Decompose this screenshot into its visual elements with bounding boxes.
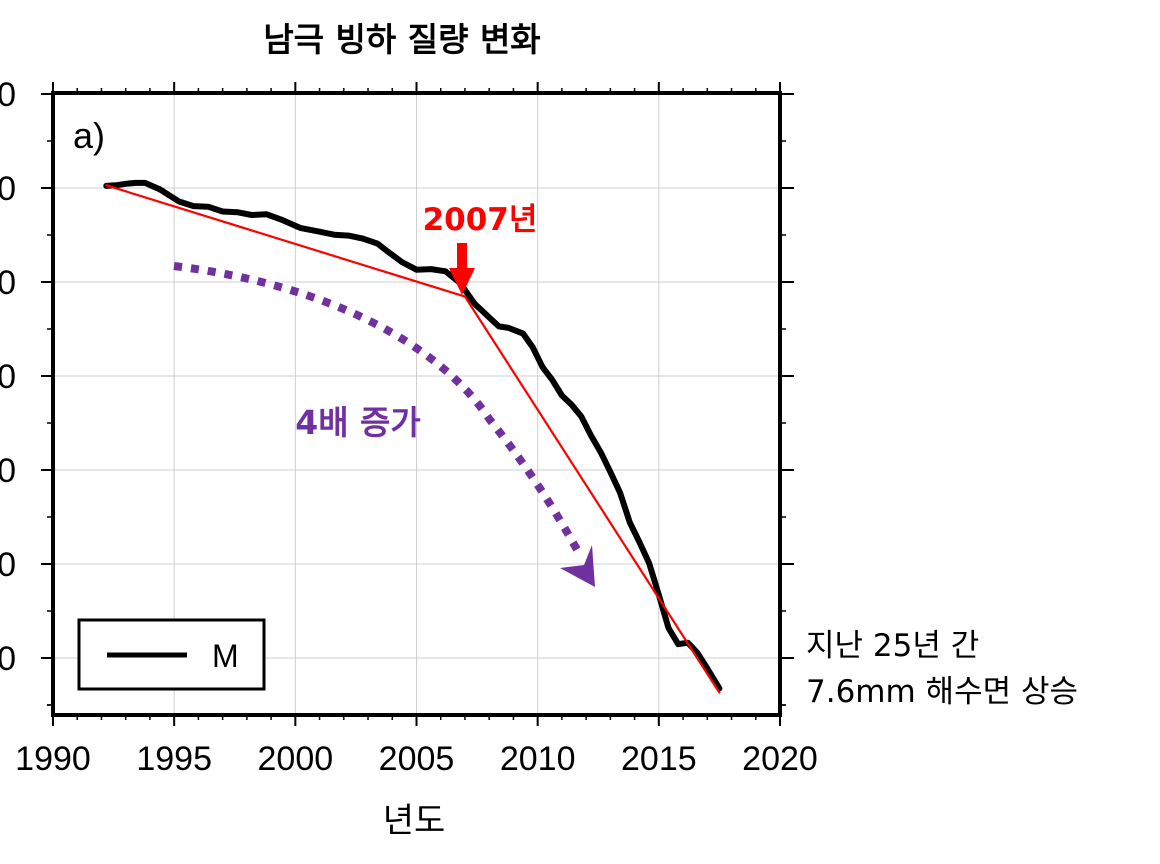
x-tick-label: 1990 xyxy=(15,740,91,778)
trend-line xyxy=(105,184,467,298)
axis-ticks xyxy=(41,82,794,726)
trend-line xyxy=(463,295,721,694)
y-tick-label: 0 xyxy=(0,358,16,396)
x-tick-label: 2000 xyxy=(258,740,334,778)
y-tick-label: 0 xyxy=(0,452,16,490)
y-tick-label: 0 xyxy=(0,170,16,208)
y-tick-label: 0 xyxy=(0,76,16,114)
acceleration-annotation: 4배 증가 xyxy=(295,403,421,442)
x-tick-label: 2020 xyxy=(742,740,818,778)
break-arrow xyxy=(449,243,475,295)
y-tick-label: 0 xyxy=(0,264,16,302)
acceleration-arrowhead xyxy=(560,545,595,587)
x-tick-label: 2010 xyxy=(500,740,576,778)
x-tick-label: 2005 xyxy=(379,740,455,778)
y-tick-label: 0 xyxy=(0,546,16,584)
chart-title: 남극 빙하 질량 변화 xyxy=(263,20,540,59)
sea-level-note-line1: 지난 25년 간 xyxy=(806,628,979,664)
x-tick-labels: 1990 1995 2000 2005 2010 2015 2020 xyxy=(15,740,818,778)
x-tick-label: 1995 xyxy=(136,740,212,778)
y-tick-label: 0 xyxy=(0,640,16,678)
sea-level-note-line2: 7.6mm 해수면 상승 xyxy=(806,674,1078,710)
break-year-annotation: 2007년 xyxy=(423,202,538,238)
x-tick-label: 2015 xyxy=(621,740,697,778)
x-axis-label: 년도 xyxy=(383,801,446,841)
panel-label: a) xyxy=(73,115,105,156)
acceleration-arrow xyxy=(173,262,584,557)
legend-label: M xyxy=(212,638,239,674)
y-tick-labels: 0 0 0 0 0 0 0 xyxy=(0,76,16,678)
